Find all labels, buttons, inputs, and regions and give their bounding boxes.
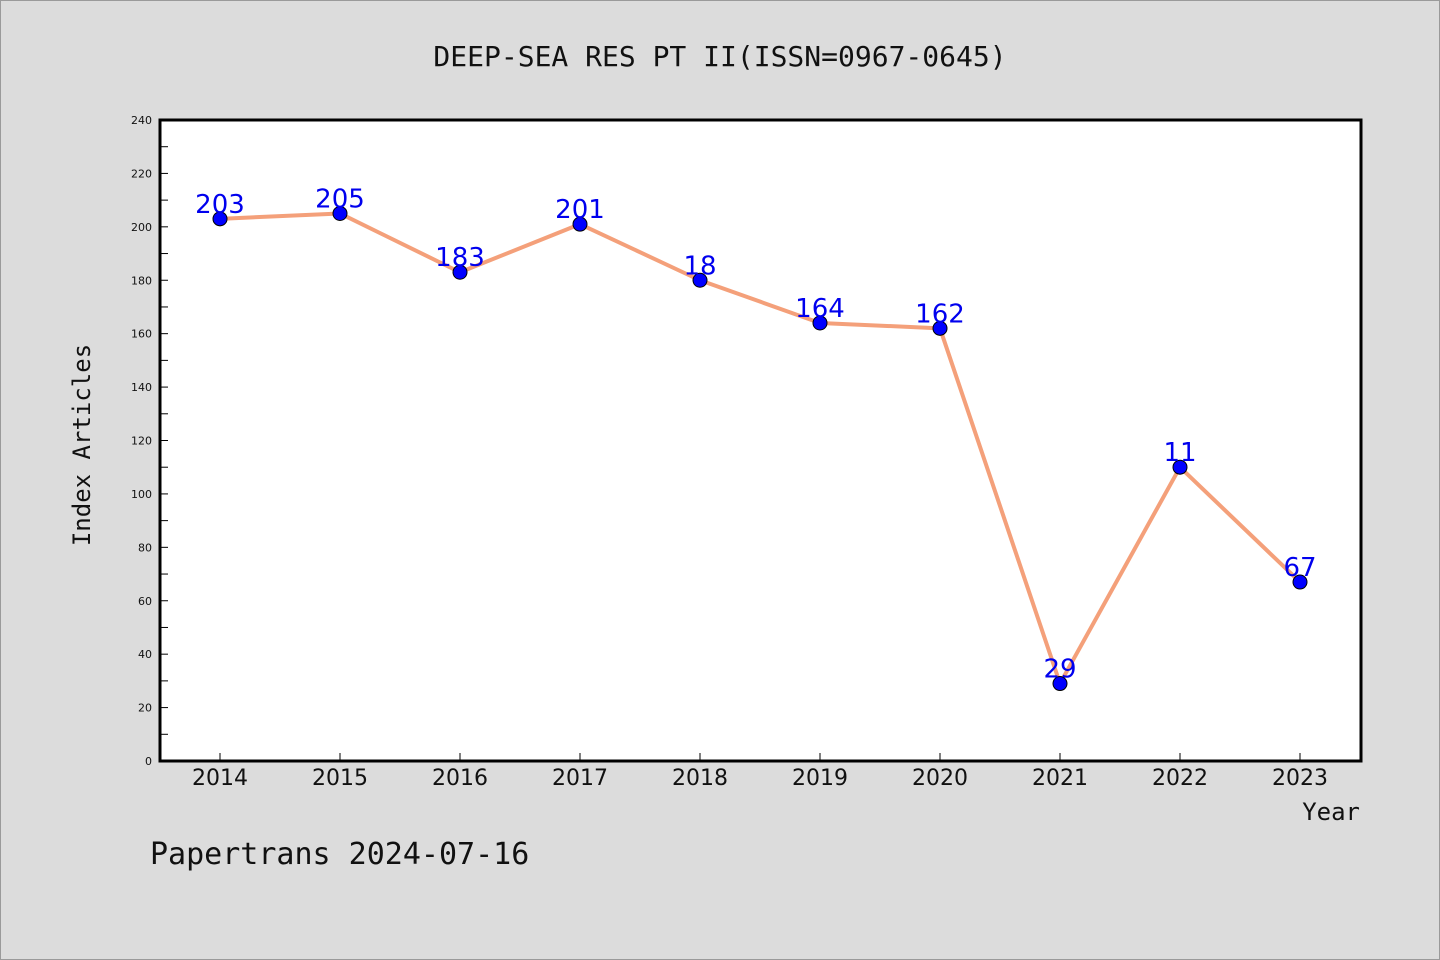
y-tick-label: 160 [131, 328, 152, 341]
data-point-marker [932, 320, 948, 336]
y-tick-label: 40 [138, 648, 152, 661]
x-tick-label: 2021 [1032, 766, 1088, 791]
y-tick-label: 100 [131, 488, 152, 501]
x-tick-label: 2014 [192, 766, 248, 791]
y-tick-label: 140 [131, 381, 152, 394]
x-tick-label: 2016 [432, 766, 488, 791]
y-axis-label: Index Articles [68, 344, 96, 546]
data-point-marker [212, 211, 228, 227]
data-label: 203 [195, 190, 245, 220]
y-tick-label: 200 [131, 221, 152, 234]
data-label: 183 [435, 243, 485, 273]
x-axis-label: Year [1302, 798, 1360, 826]
data-label: 29 [1043, 655, 1076, 685]
x-tick-label: 2018 [672, 766, 728, 791]
y-tick-label: 0 [145, 755, 152, 768]
y-axis-ticks: 0 20 40 60 80 100 120 140 160 180 200 220 240 [131, 114, 168, 768]
x-tick-label: 2017 [552, 766, 608, 791]
data-label: 162 [915, 299, 965, 329]
x-tick-label: 2023 [1272, 766, 1328, 791]
plot-area [158, 118, 1363, 763]
data-point-marker [1172, 459, 1188, 475]
data-point-marker [572, 216, 588, 232]
y-tick-label: 80 [138, 541, 152, 554]
x-tick-label: 2020 [912, 766, 968, 791]
y-tick-label: 220 [131, 167, 152, 180]
x-tick-label: 2022 [1152, 766, 1208, 791]
series-line [219, 211, 1302, 686]
data-label: 11 [1163, 438, 1196, 468]
data-point-marker [692, 272, 708, 288]
data-label: 67 [1283, 553, 1316, 583]
x-axis-ticks: 2014 2015 2016 2017 2018 2019 2020 2021 2022 2023 [192, 753, 1328, 791]
data-labels: 203 205 183 201 18 164 162 29 11 67 [195, 184, 1316, 684]
data-point-marker [332, 205, 348, 221]
chart-title: DEEP-SEA RES PT II(ISSN=0967-0645) [433, 40, 1006, 73]
x-tick-label: 2015 [312, 766, 368, 791]
data-label: 164 [795, 294, 845, 324]
y-tick-label: 180 [131, 274, 152, 287]
footer-text: Papertrans 2024-07-16 [150, 837, 529, 872]
y-tick-label: 120 [131, 435, 152, 448]
x-tick-label: 2019 [792, 766, 848, 791]
y-tick-label: 60 [138, 595, 152, 608]
data-point-marker [812, 315, 828, 331]
data-label: 201 [555, 195, 605, 225]
y-tick-label: 240 [131, 114, 152, 127]
y-tick-label: 20 [138, 702, 152, 715]
data-point-marker [452, 264, 468, 280]
data-label: 205 [315, 184, 365, 214]
data-markers [212, 205, 1308, 692]
data-point-marker [1052, 676, 1068, 692]
data-point-marker [1292, 574, 1308, 590]
data-label: 18 [683, 251, 716, 281]
series-line-group [219, 211, 1302, 686]
